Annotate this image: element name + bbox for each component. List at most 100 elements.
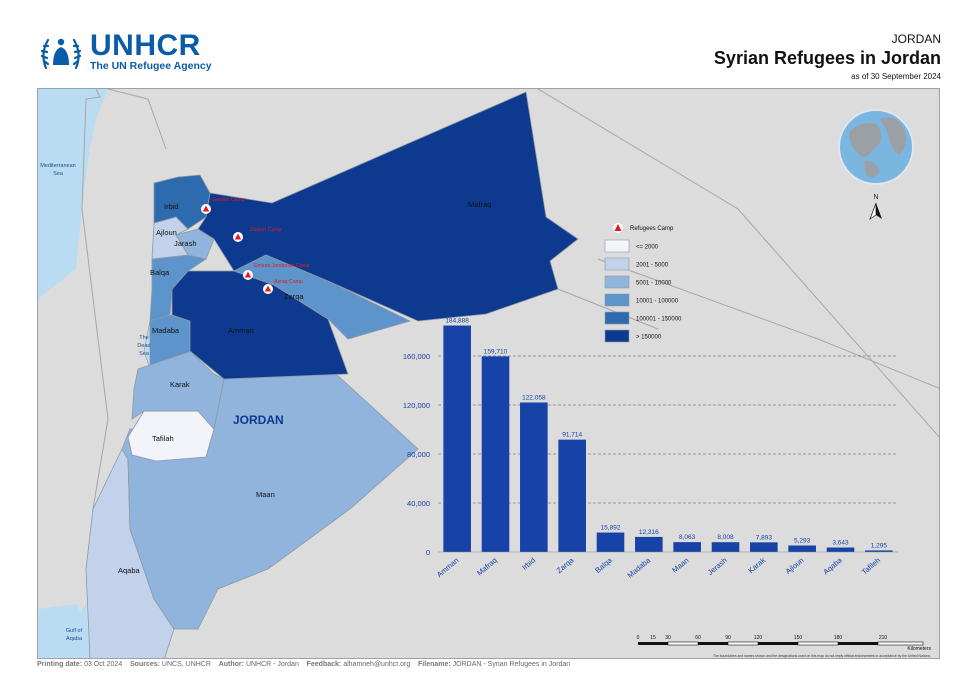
legend-swatch-5: [604, 329, 630, 343]
camp-label-2: Emirati Jordanian Camp: [254, 263, 310, 269]
scale-tick-1: 15: [650, 635, 656, 641]
footer-filename-value: JORDAN - Syrian Refugees in Jordan: [452, 661, 571, 668]
logo-tagline: The UN Refugee Agency: [90, 60, 212, 72]
camp-marker-3: Azraq Camp: [263, 279, 303, 294]
region-label-balqa: Balqa: [150, 268, 170, 277]
sea-label-dead-2: Dead: [137, 343, 150, 349]
legend-label-5: > 150000: [636, 335, 662, 341]
region-irbid: [153, 174, 211, 230]
sea-labels: Mediterranean Sea The Dead Sea Gulf of A…: [40, 163, 150, 642]
scale-bar: 0 15 30 60 90 120 150 180 210 Kilometers The bou…: [637, 635, 932, 658]
y-tick-label-4: 160,000: [403, 352, 430, 361]
sea-label-mediterranean-2: Sea: [53, 171, 64, 177]
footer-printing-value: 03 Oct 2024: [84, 661, 123, 668]
scale-tick-0: 0: [637, 635, 640, 641]
x-tick-label-2: Irbid: [520, 556, 537, 572]
unhcr-logo: UNHCR The UN Refugee Agency: [38, 29, 212, 72]
map-frame: Garden Camp Zaatari Camp Emirati Jordanian…: [37, 88, 940, 659]
legend-label-1: 2001 - 5000: [636, 263, 669, 269]
region-label-irbid: Irbid: [164, 202, 179, 211]
scale-tick-8: 210: [879, 635, 888, 641]
legend-swatch-1: [604, 257, 630, 271]
region-label-madaba: Madaba: [152, 326, 180, 335]
page-title: Syrian Refugees in Jordan: [713, 48, 941, 68]
bar-value-label-8: 7,893: [756, 534, 773, 541]
title-block: JORDAN Syrian Refugees in Jordan as of 3…: [714, 32, 941, 81]
x-tick-label-3: Zarqa: [555, 555, 576, 575]
y-tick-label-1: 40,000: [407, 499, 430, 508]
bar-value-label-7: 8,008: [717, 534, 734, 541]
scale-tick-3: 60: [695, 635, 701, 641]
sea-label-gulf-1: Gulf of: [66, 628, 83, 634]
region-label-mafraq: Mafraq: [468, 200, 491, 209]
globe-inset: [838, 109, 914, 185]
y-tick-label-3: 120,000: [403, 401, 430, 410]
region-label-amman: Amman: [228, 326, 254, 335]
scale-tick-6: 150: [794, 635, 803, 641]
scale-tick-7: 180: [834, 635, 843, 641]
x-tick-label-10: Aqaba: [821, 555, 844, 576]
scale-tick-4: 90: [725, 635, 731, 641]
x-tick-label-4: Balqa: [593, 555, 614, 575]
footer-sources-value: UNCS, UNHCR: [161, 661, 211, 668]
legend-label-0: <= 2000: [636, 245, 659, 251]
logo-name: UNHCR: [90, 29, 201, 62]
x-tick-label-8: Karak: [746, 555, 767, 575]
bar-balqa: [596, 532, 625, 552]
bar-jerash: [711, 542, 740, 552]
region-label-zarqa: Zarqa: [284, 292, 304, 301]
x-tick-label-5: Madaba: [626, 555, 653, 580]
bar-tafileh: [865, 550, 893, 552]
legend-swatch-3: [604, 293, 630, 307]
camp-markers: Garden Camp Zaatari Camp Emirati Jordanian…: [201, 197, 310, 294]
footer-feedback-label: Feedback:: [306, 661, 342, 668]
x-tick-label-0: Amman: [435, 556, 461, 580]
bar-mafraq: [481, 356, 510, 552]
bar-value-label-10: 3,643: [832, 540, 849, 547]
bar-value-label-6: 8,063: [679, 534, 696, 541]
x-tick-label-7: Jerash: [706, 556, 729, 577]
title-country: JORDAN: [891, 32, 941, 46]
legend-label-3: 10001 - 100000: [636, 299, 679, 305]
bar-zarqa: [558, 439, 586, 552]
bar-amman: [443, 325, 471, 552]
camp-label-3: Azraq Camp: [274, 279, 303, 285]
footer-printing-label: Printing date:: [37, 661, 83, 668]
x-tick-label-9: Ajloun: [784, 556, 806, 576]
disclaimer-note: The boundaries and names shown and the d…: [713, 654, 931, 658]
footer: Printing date: 03 Oct 2024 Sources: UNCS…: [37, 661, 570, 668]
bar-karak: [750, 542, 778, 552]
region-label-maan: Maan: [256, 490, 275, 499]
region-label-karak: Karak: [170, 380, 190, 389]
bar-ajloun: [788, 545, 816, 552]
mediterranean-sea: [38, 89, 108, 299]
sea-label-dead-1: The: [139, 335, 148, 341]
footer-sources-label: Sources:: [130, 661, 160, 668]
y-tick-label-0: 0: [426, 548, 430, 557]
region-amman: [171, 270, 349, 380]
north-arrow-icon: N: [869, 194, 882, 220]
footer-author-value: UNHCR - Jordan: [245, 661, 299, 668]
x-tick-label-6: Maan: [670, 556, 690, 575]
camp-marker-0: Garden Camp: [201, 197, 245, 214]
sea-label-mediterranean-1: Mediterranean: [40, 163, 75, 169]
bar-madaba: [635, 536, 663, 552]
legend-label-4: 100001 - 150000: [636, 317, 682, 323]
scale-tick-2: 30: [665, 635, 671, 641]
camp-marker-1: Zaatari Camp: [233, 227, 282, 242]
bar-irbid: [520, 402, 548, 552]
scale-unit: Kilometers: [907, 646, 931, 652]
north-label: N: [873, 194, 878, 201]
y-tick-label-2: 80,000: [407, 450, 430, 459]
legend-camp-icon: [613, 223, 623, 233]
bar-value-label-1: 159,710: [484, 348, 508, 355]
bar-value-label-5: 12,316: [639, 529, 659, 536]
gulf-of-aqaba: [74, 604, 90, 658]
region-label-aqaba: Aqaba: [118, 566, 141, 575]
camp-label-0: Garden Camp: [212, 197, 245, 203]
scale-tick-5: 120: [754, 635, 763, 641]
legend-swatch-2: [604, 275, 630, 289]
legend-swatch-0: [604, 239, 630, 253]
country-label: JORDAN: [233, 413, 284, 427]
title-date: as of 30 September 2024: [851, 72, 941, 81]
